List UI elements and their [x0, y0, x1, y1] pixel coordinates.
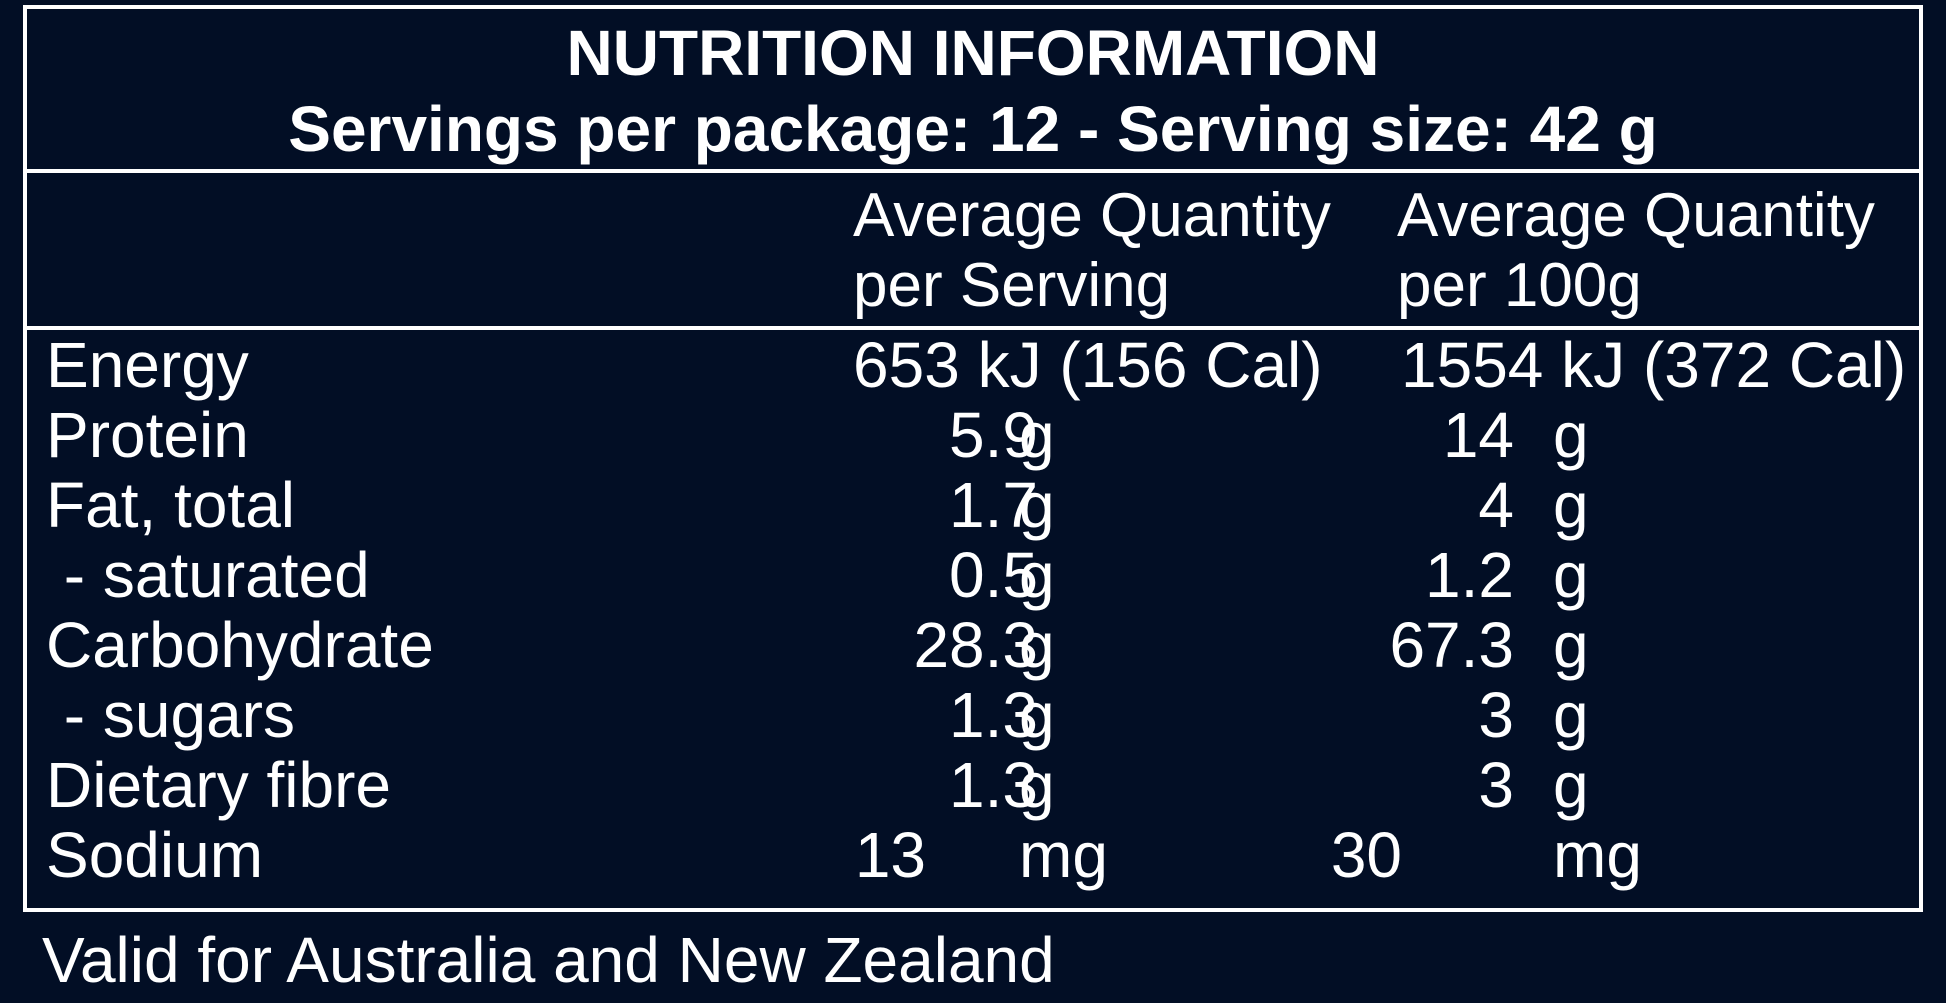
nutrient-label: Energy — [46, 329, 249, 401]
column-header-per-100g-line1: Average Quantity — [1397, 181, 1875, 250]
table-row-saturated: - saturated 0.5 g 1.2 g — [27, 540, 1919, 610]
serving-info: Servings per package: 12 - Serving size:… — [288, 93, 1658, 165]
nutrient-label: Carbohydrate — [46, 609, 434, 681]
per-serving-unit: g — [1019, 749, 1055, 821]
per-serving-unit: g — [1019, 609, 1055, 681]
validity-note: Valid for Australia and New Zealand — [42, 924, 1055, 996]
column-header-per-serving-line2: per Serving — [853, 251, 1171, 320]
table-row-sodium: Sodium 13 mg 30 mg — [27, 820, 1919, 890]
per-100g-value: 1.2 — [1425, 539, 1514, 611]
nutrition-panel: NUTRITION INFORMATION Servings per packa… — [23, 5, 1923, 912]
table-row-fat-total: Fat, total 1.7 g 4 g — [27, 470, 1919, 540]
column-header-per-serving: Average Quantity per Serving — [853, 181, 1331, 321]
panel-title: NUTRITION INFORMATION — [566, 17, 1380, 89]
title-block: NUTRITION INFORMATION Servings per packa… — [27, 9, 1919, 173]
per-100g-unit: g — [1553, 399, 1589, 471]
per-100g-value: 14 — [1442, 399, 1514, 471]
per-100g-value: 4 — [1478, 469, 1514, 541]
nutrient-label: Fat, total — [46, 469, 295, 541]
table-row-sugars: - sugars 1.3 g 3 g — [27, 680, 1919, 750]
per-serving-value: 1.7 — [949, 469, 1038, 541]
per-serving-value: 28.3 — [913, 609, 1038, 681]
per-100g-unit: g — [1553, 469, 1589, 541]
per-100g-value: 30 — [1330, 819, 1402, 891]
per-serving-value: 653 kJ (156 Cal) — [853, 329, 1323, 401]
nutrient-label: Sodium — [46, 819, 263, 891]
per-serving-unit: g — [1019, 679, 1055, 751]
per-serving-value: 1.3 — [949, 749, 1038, 821]
table-row-carbohydrate: Carbohydrate 28.3 g 67.3 g — [27, 610, 1919, 680]
nutrient-label: Dietary fibre — [46, 749, 391, 821]
per-serving-value: 5.9 — [949, 399, 1038, 471]
per-100g-value: 3 — [1478, 679, 1514, 751]
per-serving-value: 13 — [854, 819, 926, 891]
per-100g-unit: g — [1553, 539, 1589, 611]
per-serving-unit: mg — [1019, 819, 1108, 891]
column-header-per-100g: Average Quantity per 100g — [1397, 181, 1875, 321]
per-serving-unit: g — [1019, 539, 1055, 611]
column-header-row: Average Quantity per Serving Average Qua… — [27, 173, 1919, 330]
per-100g-value: 67.3 — [1389, 609, 1514, 681]
column-header-per-100g-line2: per 100g — [1397, 251, 1642, 320]
per-100g-unit: g — [1553, 749, 1589, 821]
per-serving-unit: g — [1019, 399, 1055, 471]
per-100g-value: 1554 kJ (372 Cal) — [1401, 329, 1907, 401]
per-100g-unit: g — [1553, 679, 1589, 751]
column-header-per-serving-line1: Average Quantity — [853, 181, 1331, 250]
per-serving-value: 1.3 — [949, 679, 1038, 751]
table-row-energy: Energy 653 kJ (156 Cal) 1554 kJ (372 Cal… — [27, 330, 1919, 400]
per-serving-value: 0.5 — [949, 539, 1038, 611]
per-100g-unit: mg — [1553, 819, 1642, 891]
table-row-dietary-fibre: Dietary fibre 1.3 g 3 g — [27, 750, 1919, 820]
nutrient-label: Protein — [46, 399, 249, 471]
per-100g-unit: g — [1553, 609, 1589, 681]
per-100g-value: 3 — [1478, 749, 1514, 821]
table-row-protein: Protein 5.9 g 14 g — [27, 400, 1919, 470]
nutrient-label: - saturated — [46, 539, 370, 611]
per-serving-unit: g — [1019, 469, 1055, 541]
nutrient-label: - sugars — [46, 679, 295, 751]
